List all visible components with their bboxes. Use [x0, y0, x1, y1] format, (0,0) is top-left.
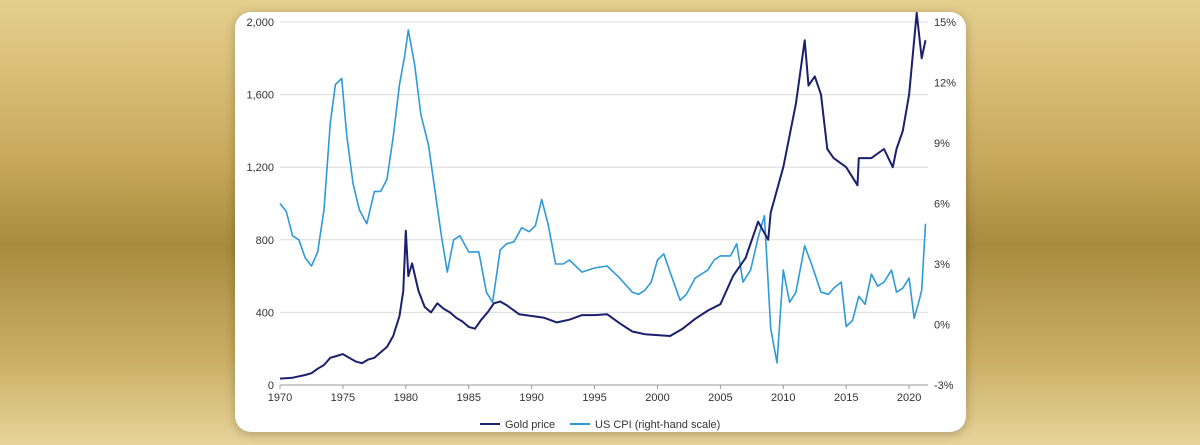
x-axis-ticks: 1970 1975 1980 1985 1990 1995 2000 2005 2010 2015… — [268, 385, 921, 404]
chart-card: 0 400 800 1,200 1,600 2,000 -3% 0% 3% 6% 9% 12% 15%… — [235, 12, 966, 432]
left-tick-label: 1,200 — [246, 162, 274, 174]
x-tick-label: 2015 — [834, 392, 858, 404]
right-tick-label: 9% — [934, 138, 950, 150]
x-tick-label: 2020 — [897, 392, 921, 404]
left-tick-label: 0 — [268, 380, 274, 392]
x-tick-label: 1985 — [456, 392, 480, 404]
x-tick-label: 1980 — [394, 392, 418, 404]
x-tick-label: 1995 — [582, 392, 606, 404]
left-tick-label: 1,600 — [246, 90, 274, 102]
legend: Gold price US CPI (right-hand scale) — [480, 419, 720, 431]
gridlines — [280, 21, 928, 313]
right-tick-label: 3% — [934, 259, 950, 271]
x-tick-label: 1990 — [519, 392, 543, 404]
left-tick-label: 400 — [256, 307, 274, 319]
legend-label-gold-price: Gold price — [505, 419, 555, 431]
right-tick-label: 15% — [934, 17, 956, 29]
gold-vs-cpi-chart: 0 400 800 1,200 1,600 2,000 -3% 0% 3% 6% 9% 12% 15%… — [246, 12, 956, 431]
x-tick-label: 2010 — [771, 392, 795, 404]
right-axis-ticks: -3% 0% 3% 6% 9% 12% 15% — [934, 17, 956, 392]
x-tick-label: 1975 — [331, 392, 355, 404]
x-tick-label: 2005 — [708, 392, 732, 404]
left-tick-label: 2,000 — [246, 17, 274, 29]
us-cpi-line — [279, 29, 927, 364]
right-tick-label: -3% — [934, 380, 954, 392]
x-tick-label: 1970 — [268, 392, 292, 404]
right-tick-label: 12% — [934, 78, 956, 90]
x-tick-label: 2000 — [645, 392, 669, 404]
gold-price-line — [279, 12, 927, 380]
legend-label-us-cpi: US CPI (right-hand scale) — [595, 419, 720, 431]
left-tick-label: 800 — [256, 235, 274, 247]
series-lines — [279, 12, 927, 380]
right-tick-label: 0% — [934, 320, 950, 332]
right-tick-label: 6% — [934, 199, 950, 211]
left-axis-ticks: 0 400 800 1,200 1,600 2,000 — [246, 17, 274, 392]
